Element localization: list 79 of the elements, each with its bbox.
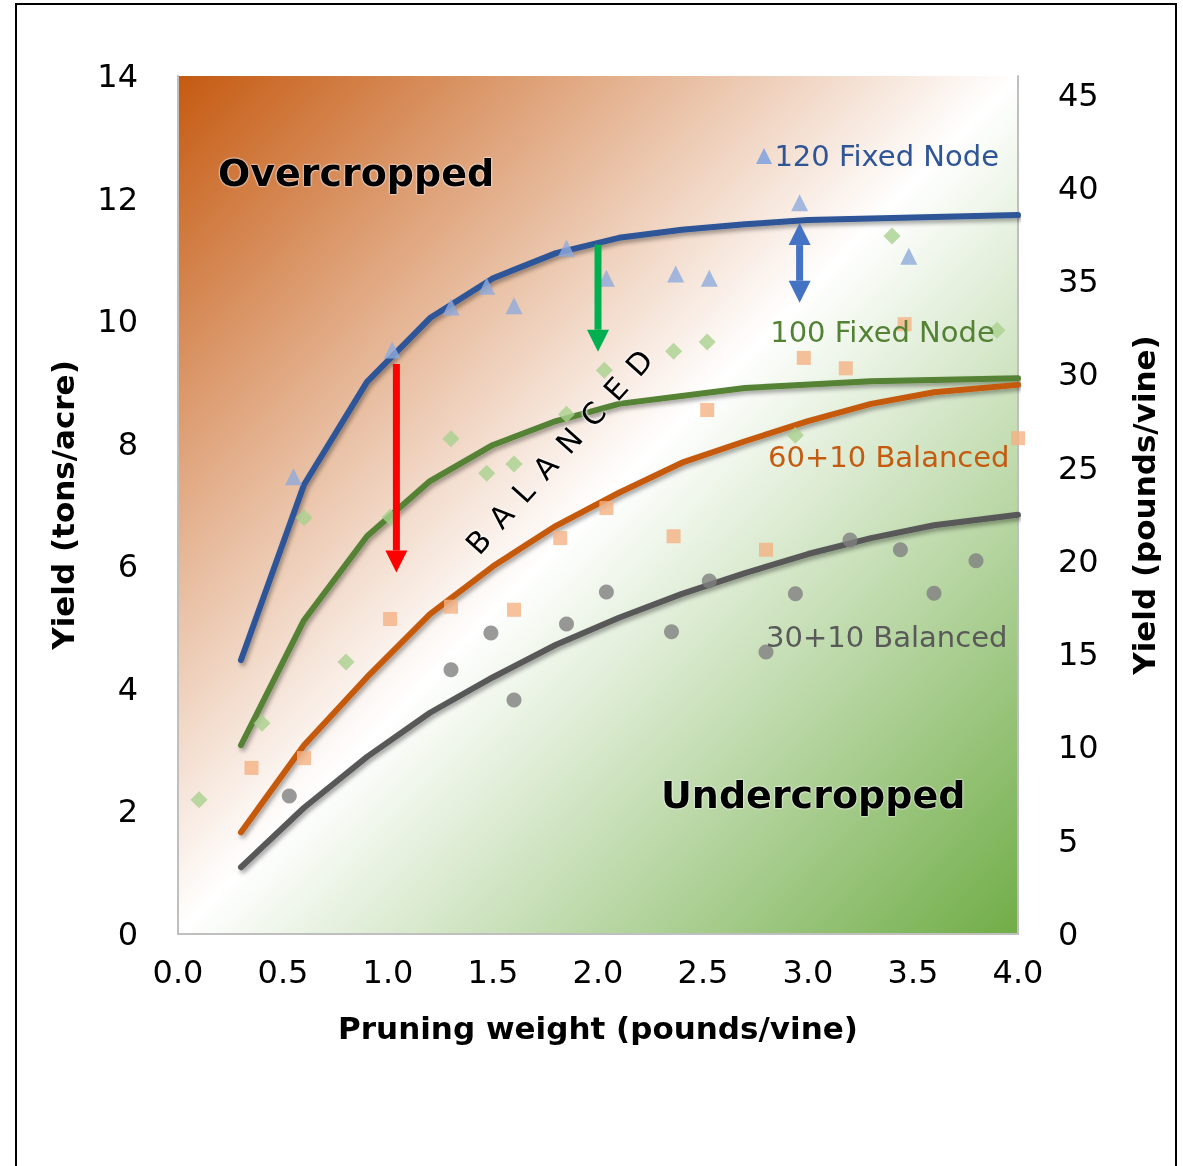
point: [926, 585, 942, 601]
x-tick-label: 1.0: [362, 953, 414, 991]
x-tick-label: 3.5: [887, 953, 939, 991]
point: [506, 692, 522, 708]
point: [698, 333, 716, 351]
y2-tick-label: 25: [1058, 448, 1099, 487]
point: [700, 269, 718, 287]
point: [442, 298, 460, 316]
y2-tick-label: 30: [1058, 355, 1099, 394]
point: [892, 542, 908, 558]
point: [297, 751, 311, 766]
point: [281, 788, 297, 804]
point: [700, 403, 715, 418]
point: [900, 247, 918, 265]
y2-tick-label: 20: [1058, 541, 1099, 580]
y2-tick-label: 35: [1058, 262, 1099, 301]
point: [337, 653, 355, 671]
point: [787, 586, 803, 602]
point: [505, 297, 523, 315]
y-tick-label: 0: [117, 915, 138, 953]
point: [968, 553, 984, 569]
point: [478, 277, 496, 295]
series-label: 120 Fixed Node: [774, 138, 1000, 173]
x-tick-label: 1.5: [467, 953, 519, 991]
x-tick-label: 4.0: [992, 953, 1044, 991]
point: [791, 194, 809, 212]
y2-tick-label: 10: [1058, 728, 1099, 767]
point: [507, 602, 521, 617]
x-tick-label: 3.0: [782, 953, 834, 991]
y2-tick-label: 45: [1058, 75, 1099, 114]
y2-tick-label: 40: [1058, 168, 1099, 207]
x-axis-title: Pruning weight (pounds/vine): [338, 1009, 858, 1046]
point: [295, 509, 313, 527]
point: [838, 361, 853, 376]
annotation: Overcropped: [217, 150, 495, 195]
annotation: Undercropped: [661, 772, 966, 817]
y-tick-label: 12: [97, 179, 138, 218]
point: [244, 760, 259, 775]
point: [558, 239, 575, 257]
x-tick-label: 0.5: [257, 953, 309, 991]
point: [1011, 431, 1025, 446]
y-tick-label: 6: [117, 547, 138, 586]
y-tick-label: 2: [117, 792, 138, 831]
point: [786, 426, 804, 444]
point: [442, 430, 460, 448]
point: [559, 616, 574, 632]
y2-tick-label: 15: [1058, 635, 1099, 674]
series-label: 100 Fixed Node: [770, 314, 995, 349]
point: [253, 714, 271, 732]
y-axis-title: Yield (tons/acre): [44, 360, 81, 651]
series-label: 30+10 Balanced: [766, 619, 1008, 654]
y2-tick-label: 0: [1058, 915, 1079, 953]
x-tick-label: 0.0: [152, 953, 204, 991]
point: [759, 542, 773, 557]
point: [483, 625, 499, 641]
point: [701, 573, 717, 589]
y-tick-label: 10: [97, 302, 138, 341]
point: [190, 791, 208, 809]
point: [444, 599, 458, 614]
point: [443, 662, 459, 678]
y-tick-label: 14: [97, 57, 138, 95]
y2-axis-title: Yield (pounds/vine): [1125, 335, 1162, 676]
point: [667, 265, 685, 283]
point: [285, 468, 302, 486]
point: [664, 624, 679, 640]
x-tick-label: 2.0: [572, 953, 624, 991]
point: [665, 342, 683, 360]
y-tick-label: 8: [117, 424, 138, 463]
y-tick-label: 4: [117, 669, 138, 708]
point: [598, 584, 614, 600]
series-label: 60+10 Balanced: [768, 440, 1010, 475]
y2-tick-label: 5: [1058, 821, 1079, 860]
x-tick-label: 2.5: [677, 953, 729, 991]
point: [842, 532, 858, 548]
point: [383, 341, 401, 359]
point: [796, 350, 811, 365]
point: [883, 227, 901, 245]
point: [666, 529, 681, 544]
point: [383, 611, 398, 626]
